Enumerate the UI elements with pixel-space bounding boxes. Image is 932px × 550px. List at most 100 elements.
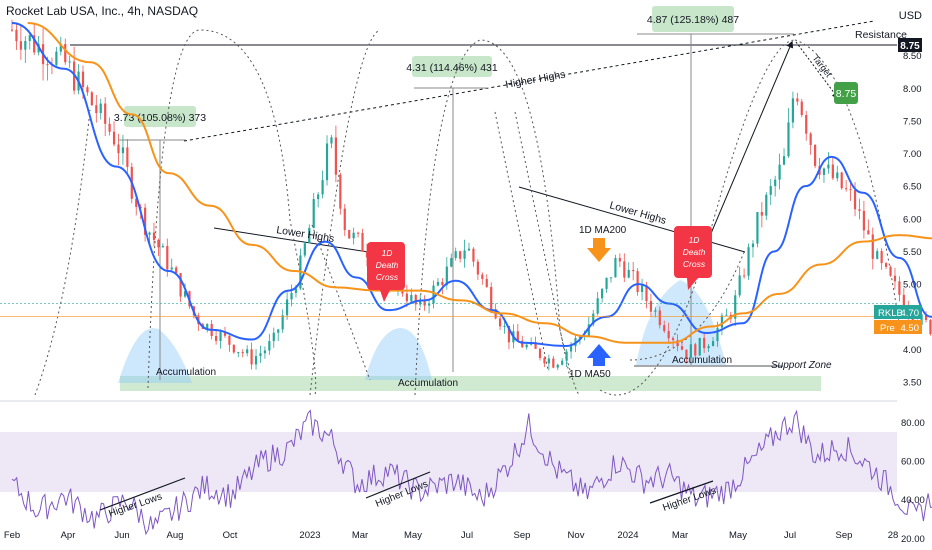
price-tick-label: 5.00 xyxy=(903,280,922,291)
measure-box-3 xyxy=(652,6,734,32)
candle xyxy=(929,319,932,336)
candle xyxy=(858,198,861,220)
candle xyxy=(179,272,182,302)
candle xyxy=(19,26,22,60)
candle xyxy=(867,219,870,235)
candle xyxy=(215,329,218,345)
candle xyxy=(800,99,803,118)
price-tick-label: 6.00 xyxy=(903,214,922,225)
candle xyxy=(170,258,173,272)
price-axis[interactable]: 8.50 8.00 7.50 7.00 6.50 6.00 5.50 5.00 4.00 3.50 xyxy=(903,51,922,388)
candle xyxy=(640,278,644,301)
candle xyxy=(561,358,564,366)
candle xyxy=(485,274,488,288)
candle xyxy=(99,98,102,120)
candle xyxy=(734,289,737,326)
candle xyxy=(538,347,542,361)
candle xyxy=(285,292,289,320)
candle xyxy=(277,328,280,341)
time-tick-label: Feb xyxy=(4,530,20,541)
candle xyxy=(175,265,178,274)
candle xyxy=(760,202,763,228)
candle xyxy=(15,22,18,51)
candle xyxy=(441,278,444,295)
candle xyxy=(361,228,364,252)
candle xyxy=(73,46,76,95)
candle xyxy=(609,277,613,283)
candle xyxy=(751,240,755,258)
price-tick-label: 3.50 xyxy=(903,377,922,388)
accumulation-zone-1 xyxy=(118,328,192,383)
candle xyxy=(765,192,768,220)
price-tick-label: 7.50 xyxy=(903,116,922,127)
price-tick-label: 4.00 xyxy=(903,345,922,356)
time-tick-label: Sep xyxy=(514,530,531,541)
candle xyxy=(427,299,431,314)
candle xyxy=(454,247,457,261)
candle xyxy=(831,156,834,181)
moving-averages xyxy=(0,22,932,348)
price-tick-label: 7.00 xyxy=(903,149,922,160)
candle xyxy=(743,268,746,279)
ticker-price: 4.70 xyxy=(901,308,920,319)
candle xyxy=(24,36,27,64)
death-cross-badge-1 xyxy=(367,242,405,302)
candle xyxy=(827,152,830,174)
time-tick-label: Jun xyxy=(114,530,129,541)
time-axis[interactable]: Feb Apr Jun Aug Oct 2023 Mar May Jul Sep Nov 2024 Ma… xyxy=(4,530,898,541)
candle xyxy=(876,248,879,260)
time-tick-label: May xyxy=(404,530,422,541)
support-zone-label: Support Zone xyxy=(771,360,832,371)
candle xyxy=(126,139,129,175)
candle xyxy=(813,144,817,169)
target-value: 8.75 xyxy=(836,88,857,100)
ma50-arrow-icon xyxy=(587,344,611,366)
rsi-higher-lows-label-1: Higher Lows xyxy=(107,491,163,520)
rsi-axis[interactable]: 80.00 60.00 40.00 20.00 xyxy=(901,418,925,545)
candle xyxy=(330,134,333,149)
lower-highs-line-1 xyxy=(213,227,389,256)
ticker-symbol: RKLB xyxy=(878,308,903,319)
price-tick-label: 8.00 xyxy=(903,84,922,95)
measure-label-3: 4.87 (125.18%) 487 xyxy=(647,14,739,26)
candle xyxy=(228,335,231,352)
candle xyxy=(436,278,440,287)
candle xyxy=(117,133,120,166)
time-tick-label: Oct xyxy=(223,530,238,541)
candle xyxy=(28,33,31,50)
candle xyxy=(339,172,342,215)
candle xyxy=(774,175,777,197)
candle xyxy=(64,38,67,65)
candle xyxy=(104,97,107,137)
candle xyxy=(893,267,897,290)
support-zone xyxy=(120,376,821,391)
candle xyxy=(601,287,604,303)
price-tick-label: 5.50 xyxy=(903,247,922,258)
candle xyxy=(805,110,808,141)
candle xyxy=(108,117,111,136)
candle xyxy=(836,165,839,182)
price-tick-label: 8.50 xyxy=(903,51,922,62)
death-cross-text-1b: Death xyxy=(376,260,399,270)
candle xyxy=(884,262,888,270)
candle xyxy=(121,134,125,165)
candle xyxy=(308,224,311,244)
candle xyxy=(703,333,706,354)
candle xyxy=(290,284,293,307)
accumulation-zone-2 xyxy=(365,328,432,380)
key-level-tag xyxy=(898,38,922,52)
ticker-tag xyxy=(874,305,922,319)
candle xyxy=(689,339,692,358)
candle xyxy=(365,243,369,267)
candle xyxy=(605,277,608,293)
candle xyxy=(738,266,741,298)
candle xyxy=(840,171,843,190)
time-tick-label: Jul xyxy=(784,530,796,541)
time-tick-label: Aug xyxy=(167,530,184,541)
candle xyxy=(822,167,826,183)
rsi-path xyxy=(11,409,932,536)
candle xyxy=(432,280,435,309)
candle xyxy=(791,91,795,129)
